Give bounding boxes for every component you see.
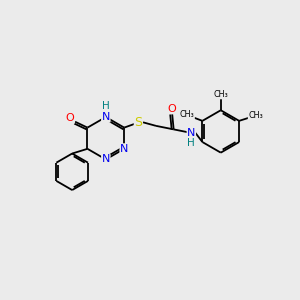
Text: O: O [65,113,74,123]
Text: CH₃: CH₃ [213,90,228,99]
Text: O: O [168,104,177,114]
Text: N: N [102,112,110,122]
Text: S: S [134,116,142,129]
Text: CH₃: CH₃ [180,110,194,118]
Text: H: H [102,101,110,111]
Text: N: N [120,144,128,154]
Text: N: N [102,154,110,164]
Text: CH₃: CH₃ [248,111,263,120]
Text: N: N [187,128,196,138]
Text: H: H [188,138,195,148]
